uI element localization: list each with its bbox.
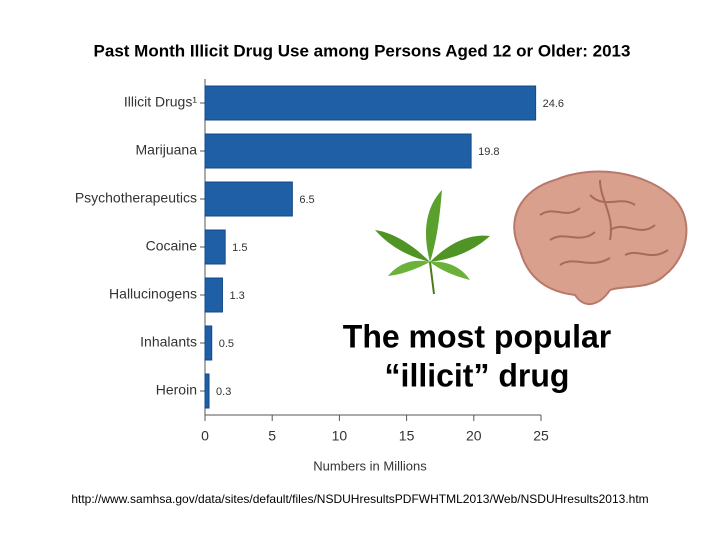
x-tick-label: 15 (399, 428, 415, 444)
bar (204, 277, 223, 313)
leaf-image (375, 190, 490, 295)
value-label: 19.8 (478, 146, 499, 158)
value-label: 1.3 (229, 290, 244, 302)
y-tick-label: Illicit Drugs¹ (124, 94, 197, 110)
y-tick-label: Inhalants (140, 334, 197, 350)
bar (204, 181, 293, 217)
annotation: The most popular (343, 318, 611, 354)
bar (204, 85, 537, 121)
x-tick-label: 10 (332, 428, 348, 444)
y-tick-label: Cocaine (146, 238, 198, 254)
value-label: 1.5 (232, 242, 247, 254)
bar (204, 229, 226, 265)
bar (204, 133, 472, 169)
value-label: 6.5 (299, 194, 314, 206)
y-tick-label: Heroin (156, 382, 197, 398)
x-axis-label: Numbers in Millions (313, 458, 427, 473)
value-label: 0.3 (216, 386, 231, 398)
y-tick-label: Marijuana (136, 142, 198, 158)
annotation: “illicit” drug (385, 357, 570, 393)
source: http://www.samhsa.gov/data/sites/default… (71, 492, 648, 506)
x-tick-label: 25 (533, 428, 549, 444)
y-tick-label: Psychotherapeutics (75, 190, 197, 206)
bar (204, 373, 210, 409)
brain-image (513, 170, 688, 305)
y-tick-label: Hallucinogens (109, 286, 197, 302)
x-tick-label: 20 (466, 428, 482, 444)
value-label: 24.6 (543, 98, 564, 110)
bar (204, 325, 213, 361)
x-tick-label: 0 (201, 428, 209, 444)
chart-title: Past Month Illicit Drug Use among Person… (94, 41, 631, 60)
x-tick-label: 5 (268, 428, 276, 444)
value-label: 0.5 (219, 338, 234, 350)
